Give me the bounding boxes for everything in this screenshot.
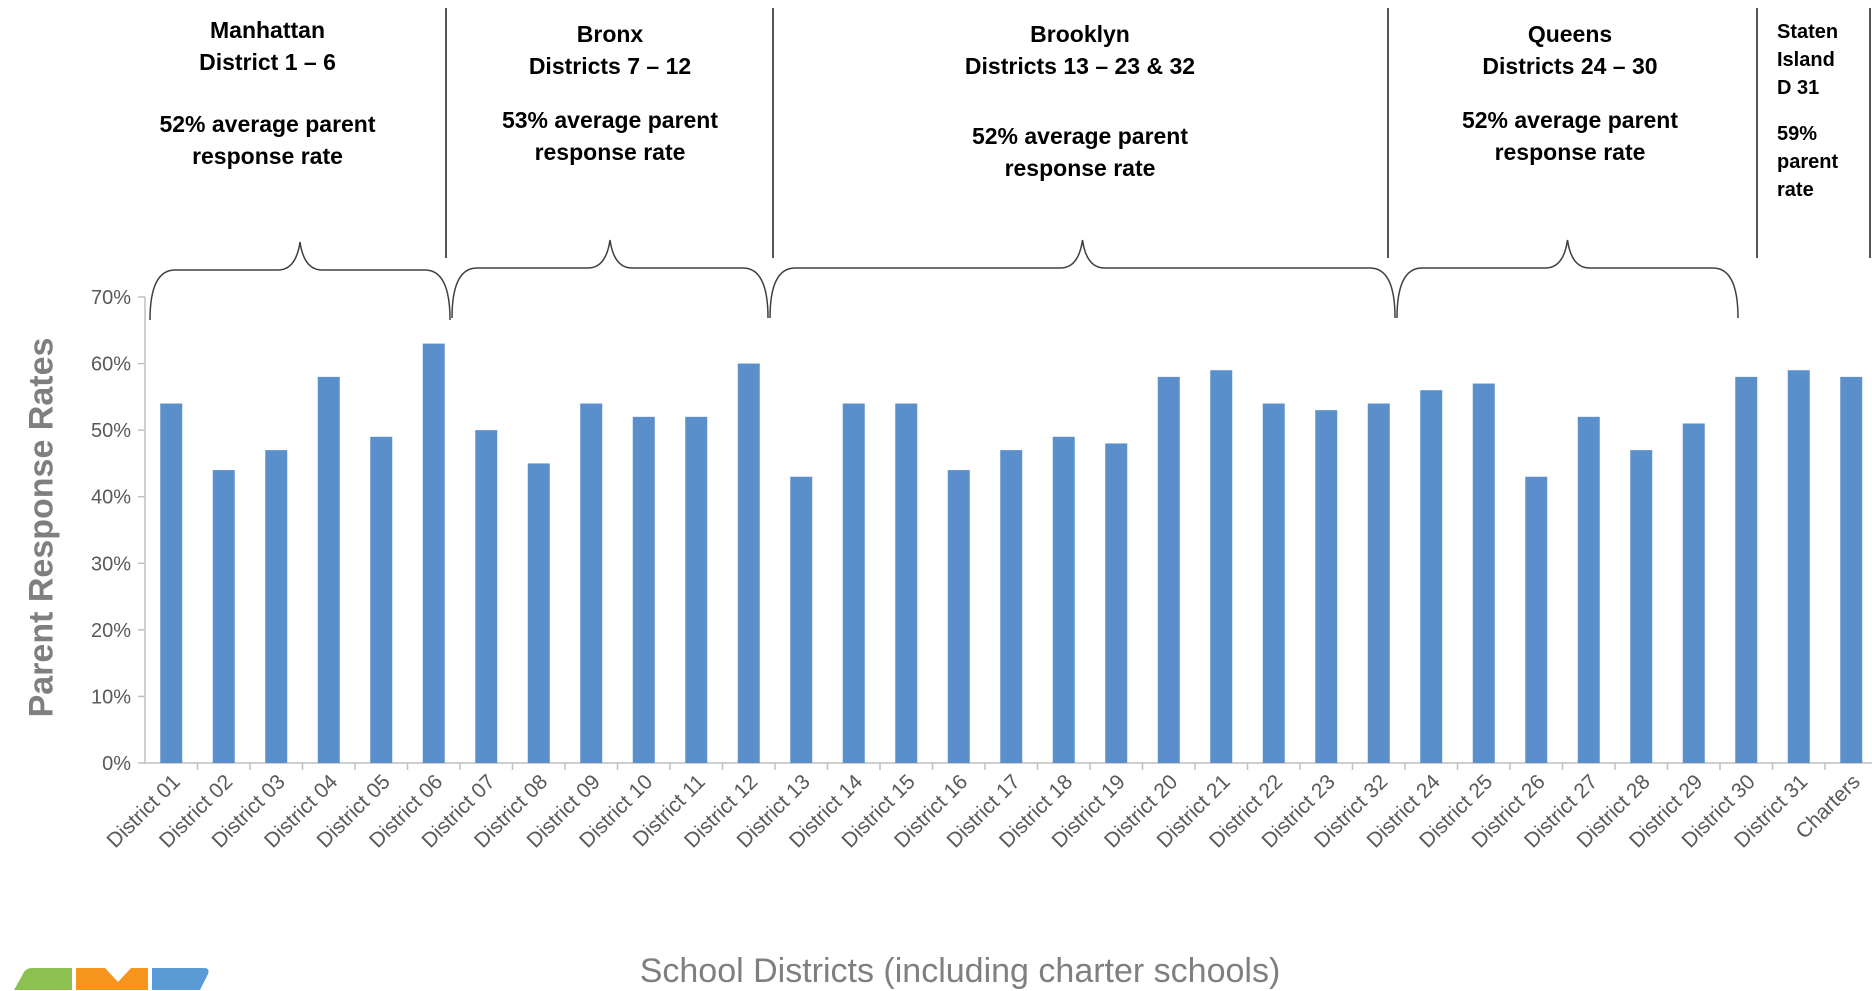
- bar: [317, 376, 340, 763]
- bar: [370, 436, 393, 763]
- y-tick-label: 30%: [91, 553, 131, 575]
- borough-rate-line3: rate: [1777, 179, 1814, 201]
- borough-label-manhattan: Manhattan District 1 – 6 52% average par…: [110, 14, 425, 172]
- borough-rate-line2: parent: [1777, 151, 1839, 173]
- brace-brooklyn: [769, 239, 1396, 319]
- bar: [1315, 410, 1338, 763]
- bar: [265, 450, 288, 763]
- bar: [1472, 383, 1495, 763]
- y-axis-title: Parent Response Rates: [22, 337, 61, 718]
- bar: [1577, 416, 1600, 763]
- bar: [1735, 376, 1758, 763]
- bar: [1682, 423, 1705, 763]
- bar: [790, 476, 813, 763]
- bar: [1630, 450, 1653, 763]
- bar: [1420, 390, 1443, 763]
- bar: [160, 403, 183, 763]
- borough-divider: [1756, 8, 1758, 258]
- borough-districts: D 31: [1777, 77, 1820, 99]
- borough-divider: [445, 8, 447, 258]
- borough-label-queens: Queens Districts 24 – 30 52% average par…: [1415, 18, 1725, 168]
- y-tick-label: 50%: [91, 420, 131, 442]
- borough-name: Queens: [1527, 21, 1613, 47]
- bar: [737, 363, 760, 763]
- borough-label-brooklyn: Brooklyn Districts 13 – 23 & 32 52% aver…: [880, 18, 1280, 184]
- bar: [580, 403, 603, 763]
- borough-rate-line2: response rate: [1494, 139, 1646, 165]
- x-axis-title: School Districts (including charter scho…: [639, 952, 1281, 990]
- bar: [842, 403, 865, 763]
- logo-block-orange: [76, 968, 148, 990]
- borough-districts: District 1 – 6: [199, 49, 336, 75]
- borough-divider: [772, 8, 774, 258]
- borough-name: Brooklyn: [1030, 21, 1130, 47]
- logo-block-blue: [152, 968, 209, 990]
- y-tick-label: 60%: [91, 354, 131, 376]
- borough-districts: Districts 24 – 30: [1482, 53, 1658, 79]
- bar: [1105, 443, 1128, 763]
- organization-logo: [14, 968, 209, 990]
- borough-name-line1: Staten: [1777, 21, 1839, 43]
- borough-divider: [1869, 8, 1871, 258]
- bar: [1525, 476, 1548, 763]
- borough-rate-line2: response rate: [1004, 155, 1156, 181]
- borough-name-line2: Island: [1777, 49, 1835, 71]
- borough-rate-line1: 59%: [1777, 123, 1818, 145]
- bar: [1157, 376, 1180, 763]
- bar: [1367, 403, 1390, 763]
- bar: [1262, 403, 1285, 763]
- borough-rate-line1: 52% average parent: [159, 111, 376, 137]
- logo-block-green: [14, 968, 72, 990]
- bar: [1000, 450, 1023, 763]
- borough-rate-line1: 52% average parent: [1461, 107, 1679, 133]
- borough-districts: Districts 13 – 23 & 32: [964, 53, 1196, 79]
- y-tick-label: 0%: [102, 753, 131, 775]
- bar: [1787, 370, 1810, 763]
- bar: [1210, 370, 1233, 763]
- bar: [895, 403, 918, 763]
- brace-bronx: [451, 239, 769, 319]
- bar: [1052, 436, 1075, 763]
- borough-label-bronx: Bronx Districts 7 – 12 53% average paren…: [455, 18, 765, 168]
- bar: [527, 463, 550, 763]
- brace-manhattan: [149, 241, 451, 321]
- bar: [685, 416, 708, 763]
- bar: [475, 430, 498, 763]
- y-tick-label: 40%: [91, 487, 131, 509]
- borough-rate-line1: 52% average parent: [971, 123, 1189, 149]
- borough-divider: [1387, 8, 1389, 258]
- y-tick-label: 20%: [91, 620, 131, 642]
- borough-rate-line1: 53% average parent: [501, 107, 719, 133]
- borough-rate-line2: response rate: [534, 139, 686, 165]
- bar: [632, 416, 655, 763]
- borough-name: Manhattan: [210, 17, 325, 43]
- bar: [1840, 376, 1863, 763]
- y-tick-label: 70%: [91, 287, 131, 309]
- borough-name: Bronx: [576, 21, 644, 47]
- brace-queens: [1396, 239, 1739, 319]
- y-tick-label: 10%: [91, 686, 131, 708]
- bar: [947, 470, 970, 763]
- bar: [212, 470, 235, 763]
- bar: [422, 343, 445, 763]
- borough-rate-line2: response rate: [192, 143, 343, 169]
- borough-districts: Districts 7 – 12: [528, 53, 692, 79]
- borough-label-staten-island: Staten Island D 31 59% parent rate: [1777, 18, 1867, 204]
